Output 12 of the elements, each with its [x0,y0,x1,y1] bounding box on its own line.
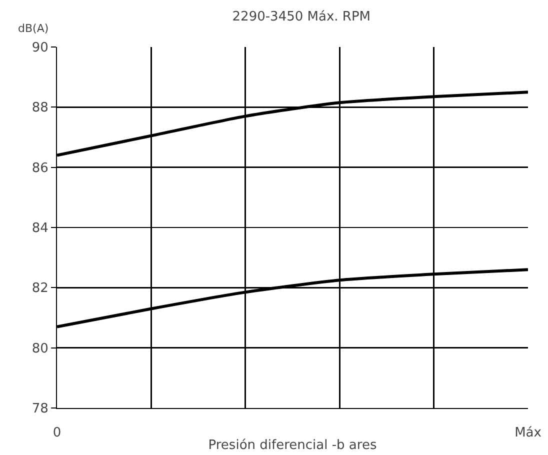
chart-title: 2290-3450 Máx. RPM [232,9,371,24]
y-tick-label: 90 [32,40,48,56]
x-tick-label: 0 [52,426,62,441]
y-tick-label: 80 [32,341,48,356]
y-tick-label: 82 [32,281,48,296]
x-tick-label: Máx [514,426,542,441]
y-tick-label: 88 [32,100,48,116]
y-axis-title: dB(A) [18,22,49,35]
y-tick-label: 84 [32,221,48,236]
y-tick-label: 86 [32,160,48,176]
y-tick-label: 78 [32,402,48,417]
x-axis-title: Presión diferencial -b ares [208,438,377,454]
